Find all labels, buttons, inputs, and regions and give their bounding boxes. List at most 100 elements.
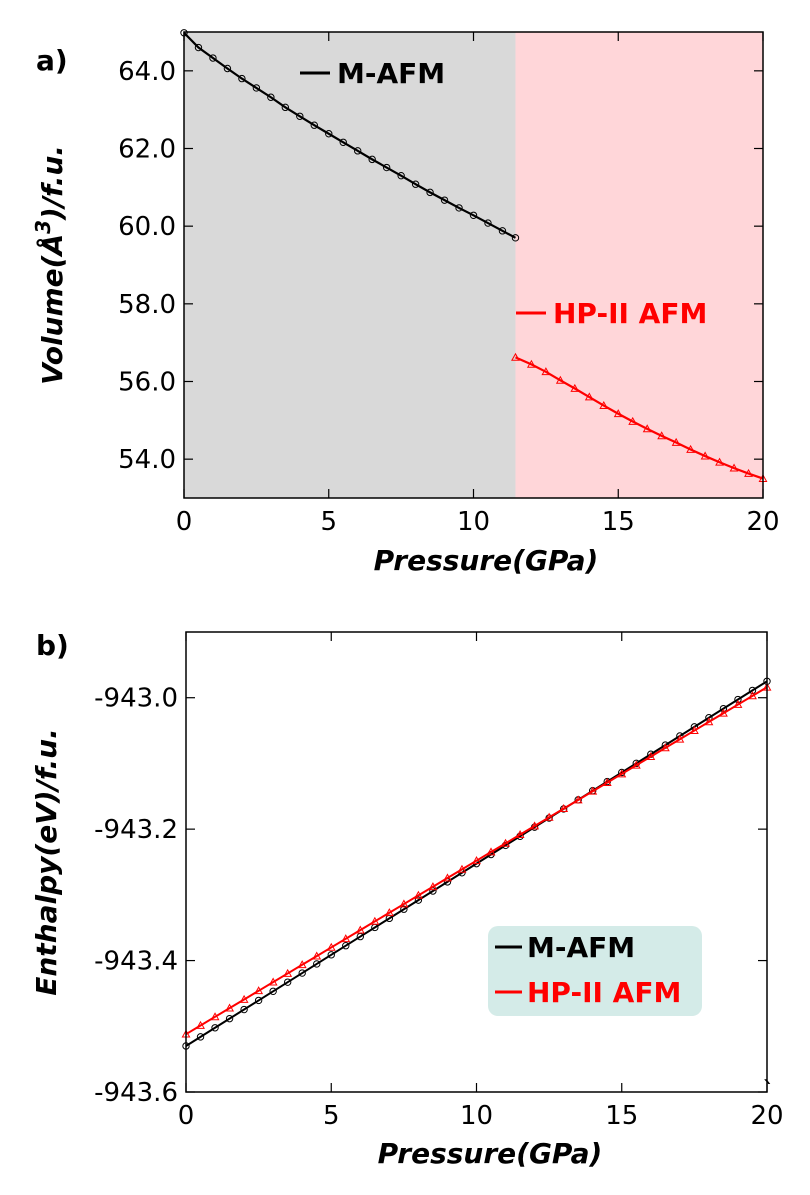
panel-b-point-hp-ii-afm [472, 856, 481, 865]
panel-a-region-0 [184, 32, 516, 498]
panel-b-y-ticks: -943.0 -943.2 -943.4 -943.6 [94, 684, 767, 1108]
panel-b-point-hp-ii-afm [370, 916, 380, 925]
panel-a-y-tick-label: 56.0 [118, 368, 176, 398]
panel-a-region-1 [515, 32, 763, 498]
panel-b-point-hp-ii-afm [297, 960, 307, 969]
panel-a-point-hp-ii-afm [671, 437, 681, 446]
panel-b-point-m-afm [719, 704, 728, 713]
panel-a-series [180, 29, 768, 482]
panel-b-point-m-afm [545, 814, 553, 822]
panel-b-point-hp-ii-afm [312, 951, 322, 960]
panel-a-point-m-afm [382, 163, 391, 172]
panel-b-enthalpy-chart: b) 0 5 10 15 20 -943.0 -943.2 -943.4 -943.6 Pre… [30, 629, 784, 1170]
panel-a-y-axis-title: Volume(Å3)/f.u. [31, 145, 69, 385]
panel-a-point-m-afm [469, 211, 478, 219]
panel-a-background-regions [184, 32, 763, 498]
panel-a-point-m-afm [411, 180, 420, 188]
panel-b-point-hp-ii-afm [196, 1020, 205, 1029]
panel-b-point-hp-ii-afm [646, 751, 656, 760]
panel-b-x-tick-label: 5 [323, 1101, 340, 1131]
panel-a-point-m-afm [310, 121, 318, 129]
panel-a-point-m-afm [455, 204, 463, 212]
panel-b-point-hp-ii-afm [530, 821, 540, 830]
panel-b-point-hp-ii-afm [559, 804, 569, 813]
panel-a-point-hp-ii-afm [570, 383, 580, 392]
panel-b-point-m-afm [734, 695, 742, 704]
panel-a-point-hp-ii-afm [686, 444, 696, 453]
panel-a-point-hp-ii-afm [744, 468, 753, 477]
panel-a-point-hp-ii-afm [526, 359, 536, 368]
panel-a-point-hp-ii-afm [700, 451, 710, 460]
panel-a-label-m-afm: M-AFM [337, 57, 445, 90]
panel-b-line-hp-ii-afm [185, 686, 768, 1036]
panel-a-point-m-afm [339, 138, 347, 146]
panel-a-label-hp-ii-afm: HP-II AFM [553, 297, 707, 330]
panel-a-point-m-afm [252, 84, 261, 92]
panel-a-point-hp-ii-afm [599, 400, 609, 409]
panel-a-x-tick-label: 0 [176, 507, 193, 537]
panel-a-point-hp-ii-afm [555, 375, 565, 384]
panel-b-point-m-afm [342, 942, 350, 950]
panel-b-point-hp-ii-afm [210, 1012, 220, 1021]
panel-b-x-axis-title: Pressure(GPa) [378, 1137, 603, 1170]
panel-a-point-m-afm [440, 196, 449, 204]
panel-a-y-tick-label: 64.0 [118, 57, 176, 87]
panel-b-point-m-afm [400, 905, 408, 913]
panel-b-point-hp-ii-afm [225, 1003, 235, 1012]
panel-a-point-hp-ii-afm [715, 457, 725, 466]
panel-b-point-m-afm [269, 987, 277, 995]
panel-b-point-hp-ii-afm [675, 734, 685, 743]
panel-a-point-hp-ii-afm [729, 463, 739, 472]
panel-b-point-hp-ii-afm [748, 691, 757, 700]
panel-b-point-hp-ii-afm [413, 890, 423, 899]
panel-b-x-tick-label: 20 [750, 1101, 783, 1131]
panel-b-x-tick-label: 15 [605, 1101, 638, 1131]
panel-b-point-hp-ii-afm [544, 812, 554, 821]
panel-a-point-m-afm [209, 54, 217, 62]
panel-a-point-hp-ii-afm [657, 431, 667, 440]
panel-a-y-axis-title-superscript: 3 [31, 220, 55, 234]
panel-b-legend-m-afm: M-AFM [527, 931, 635, 964]
panel-a-point-m-afm [267, 93, 275, 101]
panel-b-point-m-afm [748, 686, 757, 695]
panel-a-point-m-afm [194, 43, 203, 52]
panel-b-point-hp-ii-afm [501, 838, 510, 847]
panel-a-point-hp-ii-afm [628, 416, 638, 425]
panel-a-y-tick-label: 58.0 [118, 290, 176, 320]
panel-b-series [181, 677, 772, 1050]
panel-b-point-hp-ii-afm [326, 942, 336, 951]
panel-b-point-hp-ii-afm [355, 925, 365, 934]
panel-a-tag: a) [36, 44, 68, 77]
panel-b-point-m-afm [254, 996, 263, 1005]
panel-a-y-axis-title-base: Volume(Å [35, 234, 69, 385]
panel-b-x-tick-label: 0 [178, 1101, 195, 1131]
panel-a-point-m-afm [498, 227, 507, 235]
panel-a-x-axis-title: Pressure(GPa) [374, 544, 599, 577]
panel-b-plot-area [186, 632, 767, 1092]
panel-b-point-hp-ii-afm [515, 830, 525, 839]
panel-a-point-m-afm [238, 74, 246, 83]
panel-b-point-hp-ii-afm [254, 986, 264, 995]
panel-b-legend-hp-ii-afm: HP-II AFM [527, 976, 681, 1009]
panel-b-y-tick-label: -943.6 [94, 1078, 178, 1108]
panel-a-x-tick-label: 20 [746, 507, 779, 537]
panel-b-point-m-afm [240, 1005, 248, 1014]
panel-b-point-m-afm [298, 969, 306, 977]
panel-b-point-hp-ii-afm [268, 977, 278, 986]
panel-a-point-hp-ii-afm [613, 409, 623, 418]
panel-a-point-m-afm [484, 219, 492, 227]
panel-a-point-m-afm [397, 171, 405, 180]
panel-b-point-m-afm [327, 951, 335, 959]
panel-b-x-ticks: 0 5 10 15 20 [178, 632, 784, 1131]
panel-a-point-m-afm [223, 64, 232, 73]
panel-b-point-hp-ii-afm [283, 968, 293, 977]
panel-b-point-hp-ii-afm [617, 769, 627, 778]
panel-b-point-m-afm [211, 1024, 219, 1032]
panel-a-y-tick-label: 62.0 [118, 135, 176, 165]
panel-a-point-m-afm [511, 234, 520, 242]
panel-b-y-tick-label: -943.2 [94, 815, 178, 845]
panel-b-tag: b) [36, 629, 69, 662]
panel-b-point-hp-ii-afm [631, 760, 641, 769]
panel-b-point-m-afm [313, 960, 321, 968]
panel-a-point-hp-ii-afm [541, 367, 551, 376]
